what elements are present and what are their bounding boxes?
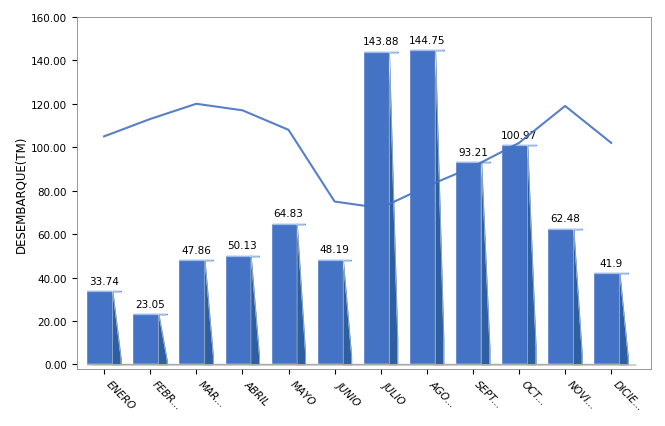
- Polygon shape: [481, 163, 489, 365]
- Bar: [87, 291, 112, 365]
- Bar: [502, 146, 527, 365]
- Polygon shape: [112, 291, 121, 365]
- Polygon shape: [389, 53, 398, 365]
- Polygon shape: [620, 274, 628, 365]
- Bar: [364, 53, 389, 365]
- Polygon shape: [251, 256, 259, 365]
- Polygon shape: [205, 261, 213, 365]
- Polygon shape: [527, 146, 536, 365]
- Bar: [318, 260, 343, 365]
- Bar: [456, 163, 481, 365]
- Text: 33.74: 33.74: [89, 276, 119, 286]
- Text: 93.21: 93.21: [458, 147, 488, 157]
- Polygon shape: [343, 260, 351, 365]
- Polygon shape: [574, 229, 582, 365]
- Polygon shape: [159, 315, 167, 365]
- Bar: [225, 256, 251, 365]
- Text: 143.88: 143.88: [362, 37, 399, 47]
- Bar: [410, 51, 436, 365]
- Y-axis label: DESEMBARQUE(TM): DESEMBARQUE(TM): [14, 135, 27, 252]
- Bar: [549, 229, 574, 365]
- Text: 64.83: 64.83: [273, 209, 303, 219]
- Polygon shape: [436, 51, 444, 365]
- Text: 144.75: 144.75: [408, 35, 445, 46]
- Bar: [595, 274, 620, 365]
- Text: 23.05: 23.05: [136, 299, 165, 309]
- Bar: [134, 315, 159, 365]
- Bar: [272, 224, 297, 365]
- Text: 62.48: 62.48: [550, 214, 580, 224]
- Text: 50.13: 50.13: [227, 241, 257, 250]
- Polygon shape: [297, 224, 305, 365]
- Polygon shape: [87, 365, 636, 366]
- Text: 47.86: 47.86: [182, 245, 211, 256]
- Text: 100.97: 100.97: [501, 130, 537, 140]
- Bar: [180, 261, 205, 365]
- Text: 48.19: 48.19: [320, 245, 350, 255]
- Text: 41.9: 41.9: [600, 259, 623, 268]
